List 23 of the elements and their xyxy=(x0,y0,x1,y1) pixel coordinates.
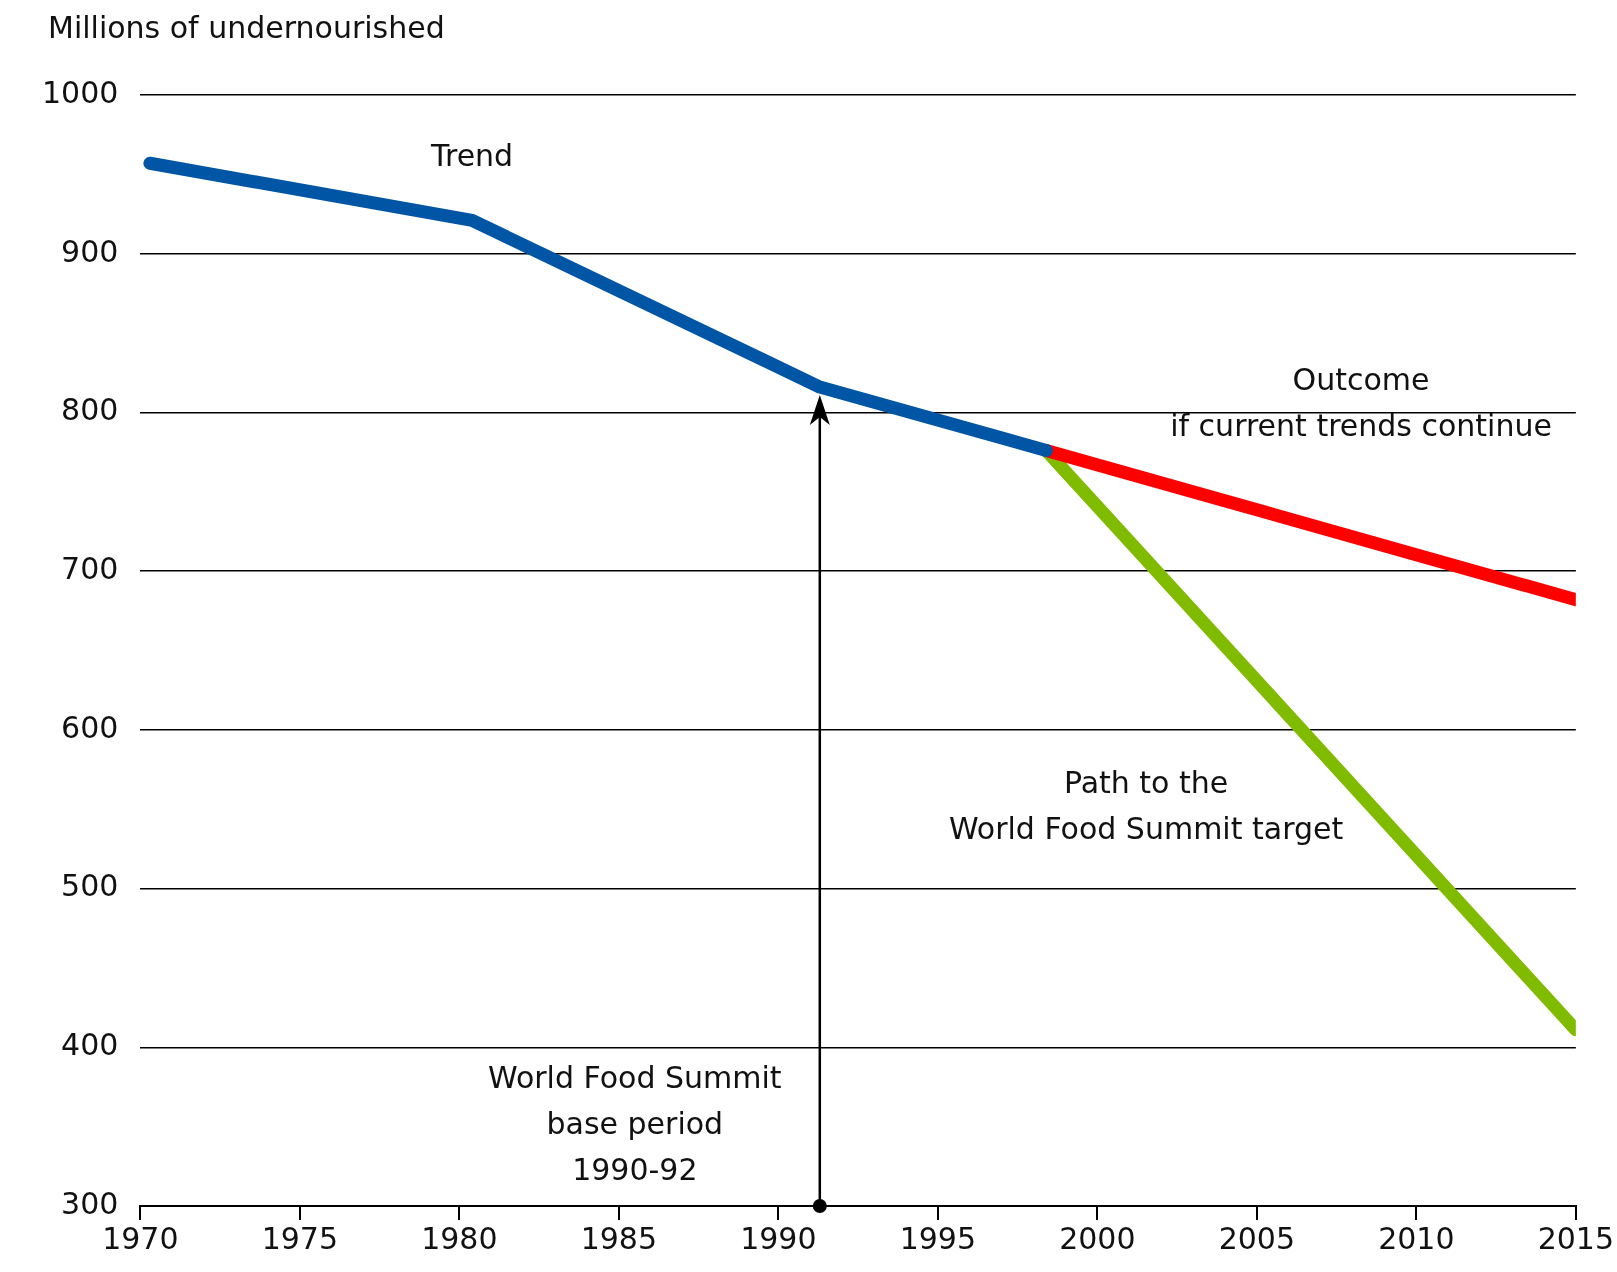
x-tick-label: 1995 xyxy=(899,1220,977,1256)
y-tick-label: 800 xyxy=(61,392,119,428)
ref-line-label: World Food Summit base period 1990-92 xyxy=(488,1059,782,1187)
y-tick-label: 400 xyxy=(61,1027,119,1063)
annotation: Trend xyxy=(430,138,514,174)
annotation: Outcome if current trends continue xyxy=(1170,361,1552,443)
y-tick-label: 500 xyxy=(61,868,119,904)
y-axis-title: Millions of undernourished xyxy=(48,9,445,45)
x-tick-label: 1985 xyxy=(580,1220,658,1256)
x-tick-label: 2010 xyxy=(1378,1220,1455,1256)
x-tick-label: 1970 xyxy=(102,1220,179,1256)
annotation: Path to the World Food Summit target xyxy=(948,764,1344,846)
y-tick-label: 300 xyxy=(61,1185,119,1221)
y-tick-label: 700 xyxy=(61,550,119,586)
x-tick-label: 2015 xyxy=(1537,1220,1615,1256)
x-tick-label: 2005 xyxy=(1218,1220,1296,1256)
x-tick-label: 1980 xyxy=(421,1220,498,1256)
y-tick-label: 900 xyxy=(61,233,119,269)
y-tick-label: 600 xyxy=(61,709,119,745)
x-tick-label: 2000 xyxy=(1059,1220,1136,1256)
y-tick-label: 1000 xyxy=(41,74,119,110)
x-tick-label: 1975 xyxy=(261,1220,339,1256)
x-tick-label: 1990 xyxy=(740,1220,817,1256)
